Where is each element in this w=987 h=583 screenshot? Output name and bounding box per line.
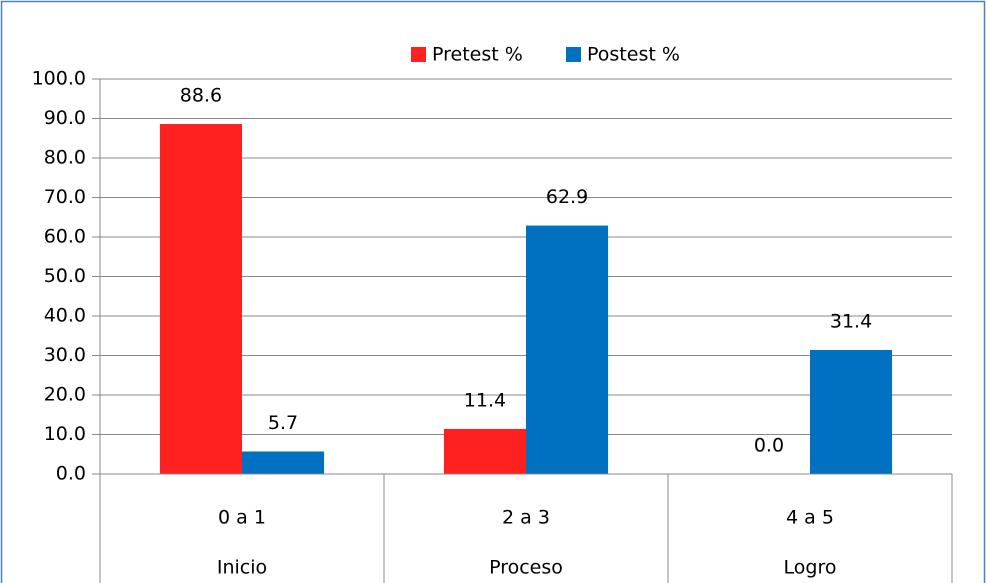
legend-label: Postest %: [587, 44, 680, 66]
legend-label: Pretest %: [432, 44, 523, 66]
x-tick-label: 0 a 1: [218, 507, 266, 529]
bar: [242, 451, 325, 474]
y-tick-label: 20.0: [44, 384, 86, 406]
y-tick-label: 50.0: [44, 265, 86, 287]
y-tick-label: 90.0: [44, 107, 86, 129]
x-tick-label: 4 a 5: [786, 507, 834, 529]
data-label: 62.9: [546, 186, 588, 208]
y-tick-label: 40.0: [44, 305, 86, 327]
data-label: 31.4: [830, 310, 872, 332]
data-label: 88.6: [180, 85, 222, 107]
y-tick-label: 10.0: [44, 423, 86, 445]
legend-swatch: [411, 47, 426, 62]
x-group-label: Logro: [784, 557, 837, 579]
y-tick-label: 80.0: [44, 147, 86, 169]
data-label: 5.7: [268, 412, 298, 434]
x-group-label: Inicio: [217, 557, 267, 579]
bar: [443, 428, 526, 474]
y-tick-label: 70.0: [44, 186, 86, 208]
bar: [810, 349, 893, 474]
y-tick-label: 100.0: [32, 68, 86, 90]
y-tick-label: 60.0: [44, 226, 86, 248]
bar: [159, 124, 242, 474]
legend-swatch: [566, 47, 581, 62]
data-label: 11.4: [464, 389, 506, 411]
x-group-label: Proceso: [489, 557, 563, 579]
y-tick-label: 0.0: [56, 463, 86, 485]
x-tick-label: 2 a 3: [502, 507, 550, 529]
bar: [526, 225, 609, 474]
data-label: 0.0: [754, 435, 784, 457]
y-tick-label: 30.0: [44, 344, 86, 366]
